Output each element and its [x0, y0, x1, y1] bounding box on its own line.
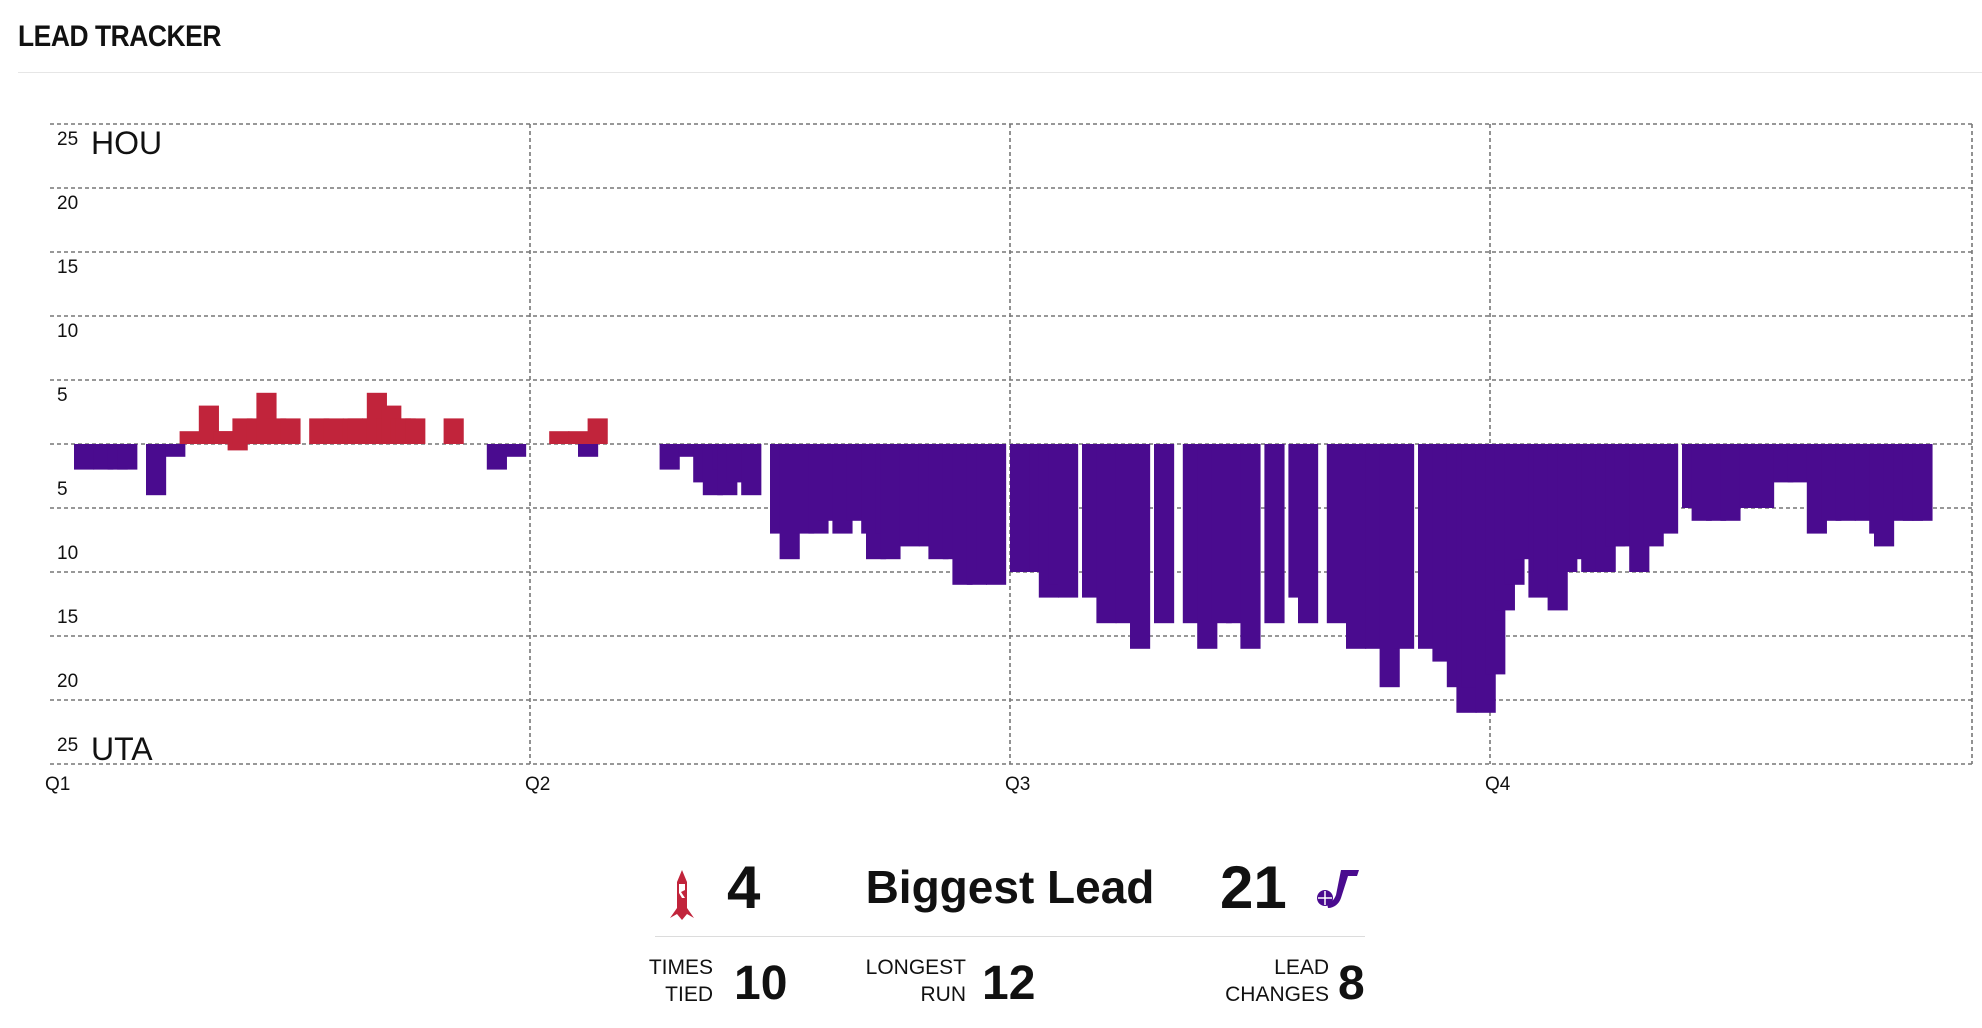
x-tick-label: Q1: [45, 774, 70, 795]
hou-lead-bar: [227, 444, 248, 451]
lead-tracker-header: LEAD TRACKER: [18, 18, 1982, 73]
jazz-logo-icon: [1317, 870, 1359, 908]
x-tick-label: Q3: [1005, 774, 1030, 795]
away-biggest-lead: 21: [1220, 854, 1287, 921]
hou-lead-bar: [179, 431, 200, 444]
uta-lead-bar: [1058, 444, 1079, 598]
hou-lead-bar: [587, 418, 608, 444]
uta-lead-bar: [1326, 444, 1347, 624]
uta-lead-bar: [899, 444, 920, 547]
hou-lead-bar: [323, 418, 344, 444]
uta-lead-bar: [1557, 444, 1578, 572]
uta-lead-bar: [880, 444, 901, 560]
uta-lead-bar: [578, 444, 599, 457]
uta-lead-bar: [1394, 444, 1415, 649]
longest-run-value: 12: [982, 957, 1036, 1010]
chart-labels: 25 20 15 10 5 5 10 15 20 25 HOU UTA Q1 Q2 Q3 Q4: [45, 125, 1511, 795]
chart-bars: [74, 392, 1933, 713]
uta-lead-bar: [146, 444, 167, 496]
lead-changes-stat: LEAD CHANGES 8: [1155, 954, 1365, 1014]
y-tick-label: 10: [57, 543, 78, 564]
biggest-lead-row: 4 Biggest Lead 21: [655, 850, 1365, 937]
away-team-label: UTA: [91, 731, 153, 767]
y-tick-label: 15: [57, 257, 78, 278]
uta-lead-bar: [1154, 444, 1175, 624]
hou-lead-bar: [405, 418, 426, 444]
uta-lead-bar: [1130, 444, 1151, 649]
uta-lead-bar: [1754, 444, 1775, 508]
x-tick-label: Q4: [1485, 774, 1511, 795]
biggest-lead-label: Biggest Lead: [865, 861, 1155, 913]
uta-lead-bar: [117, 444, 138, 470]
game-summary: 4 Biggest Lead 21 TIMES TIED 10 LONGEST …: [649, 850, 1365, 1020]
hou-lead-bar: [549, 431, 570, 444]
uta-lead-bar: [165, 444, 186, 457]
rockets-logo-icon: [670, 870, 694, 920]
y-tick-label: 25: [57, 129, 78, 150]
uta-lead-bar: [486, 444, 507, 470]
longest-run-label: LONGEST RUN: [865, 956, 966, 1006]
times-tied-stat: TIMES TIED 10: [649, 954, 788, 1014]
uta-lead-bar: [74, 444, 95, 470]
uta-lead-bar: [741, 444, 762, 496]
y-tick-label: 10: [57, 321, 78, 342]
lead-changes-label: LEAD CHANGES: [1225, 956, 1329, 1006]
uta-lead-bar: [1346, 444, 1367, 649]
lead-changes-value: 8: [1338, 957, 1365, 1010]
lead-tracker-chart: 25 20 15 10 5 5 10 15 20 25 HOU UTA Q1 Q2 Q3 Q4: [45, 123, 1973, 795]
uta-lead-bar: [659, 444, 680, 470]
uta-lead-bar: [1658, 444, 1679, 534]
uta-lead-bar: [986, 444, 1007, 585]
uta-lead-bar: [506, 444, 527, 457]
x-tick-label: Q2: [525, 774, 550, 795]
uta-lead-bar: [1240, 444, 1261, 649]
y-tick-label: 20: [57, 193, 78, 214]
uta-lead-bar: [1264, 444, 1285, 624]
uta-lead-bar: [1010, 444, 1031, 572]
y-tick-label: 20: [57, 671, 78, 692]
y-tick-label: 5: [57, 385, 68, 406]
y-tick-label: 25: [57, 735, 78, 756]
uta-lead-bar: [1787, 444, 1808, 483]
uta-lead-bar: [1298, 444, 1319, 624]
hou-lead-bar: [280, 418, 301, 444]
home-biggest-lead: 4: [727, 854, 761, 921]
times-tied-value: 10: [734, 957, 788, 1010]
y-tick-label: 5: [57, 479, 68, 500]
hou-lead-bar: [568, 431, 589, 444]
longest-run-stat: LONGEST RUN 12: [865, 954, 1065, 1014]
uta-lead-bar: [1835, 444, 1856, 521]
uta-lead-bar: [1912, 444, 1933, 521]
page-title: LEAD TRACKER: [18, 20, 221, 53]
times-tied-label: TIMES TIED: [648, 956, 713, 1006]
uta-lead-bar: [1096, 444, 1117, 624]
y-tick-label: 15: [57, 607, 78, 628]
home-team-label: HOU: [91, 125, 162, 161]
hou-lead-bar: [443, 418, 464, 444]
